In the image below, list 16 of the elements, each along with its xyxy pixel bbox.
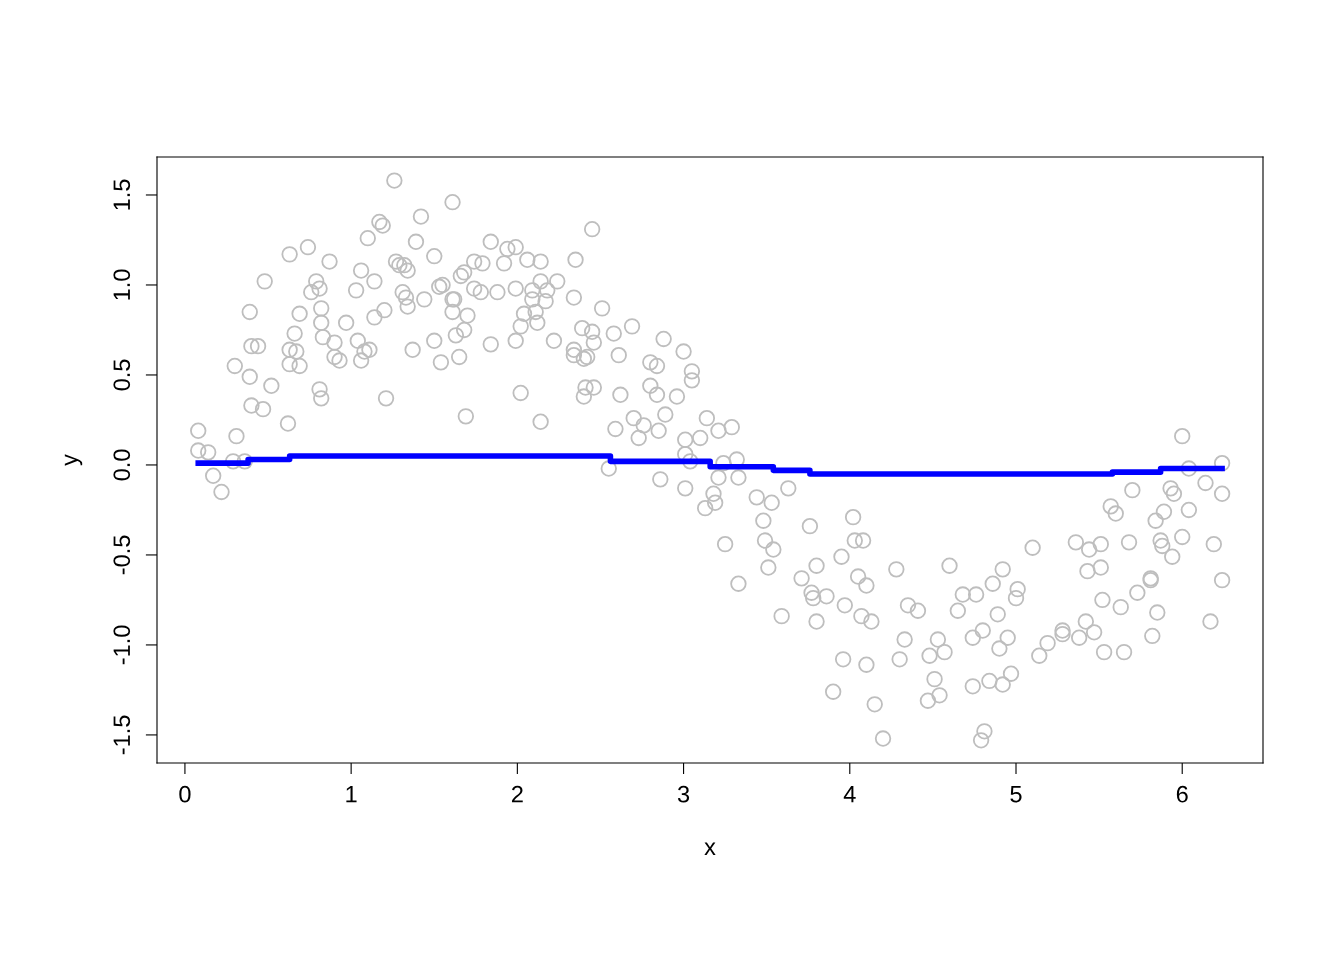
x-tick-label: 3: [677, 785, 690, 803]
x-tick-label: 0: [179, 785, 191, 803]
x-axis-title: x: [704, 842, 716, 855]
y-tick-label: 1.5: [113, 179, 131, 210]
y-tick-label: 0.5: [113, 359, 131, 391]
x-tick-label: 6: [1176, 785, 1188, 803]
y-tick-label: 0.0: [113, 449, 131, 481]
x-tick-label: 4: [843, 786, 856, 803]
x-tick-label: 5: [1010, 786, 1022, 803]
y-tick-label: -0.5: [113, 535, 131, 575]
x-tick-label: 2: [511, 785, 523, 803]
y-tick-label: -1.5: [113, 715, 131, 755]
y-tick-label: -1.0: [113, 625, 131, 665]
y-tick-label: 1.0: [113, 269, 131, 300]
y-axis-title: y: [64, 454, 83, 466]
x-tick-label: 1: [346, 786, 357, 803]
